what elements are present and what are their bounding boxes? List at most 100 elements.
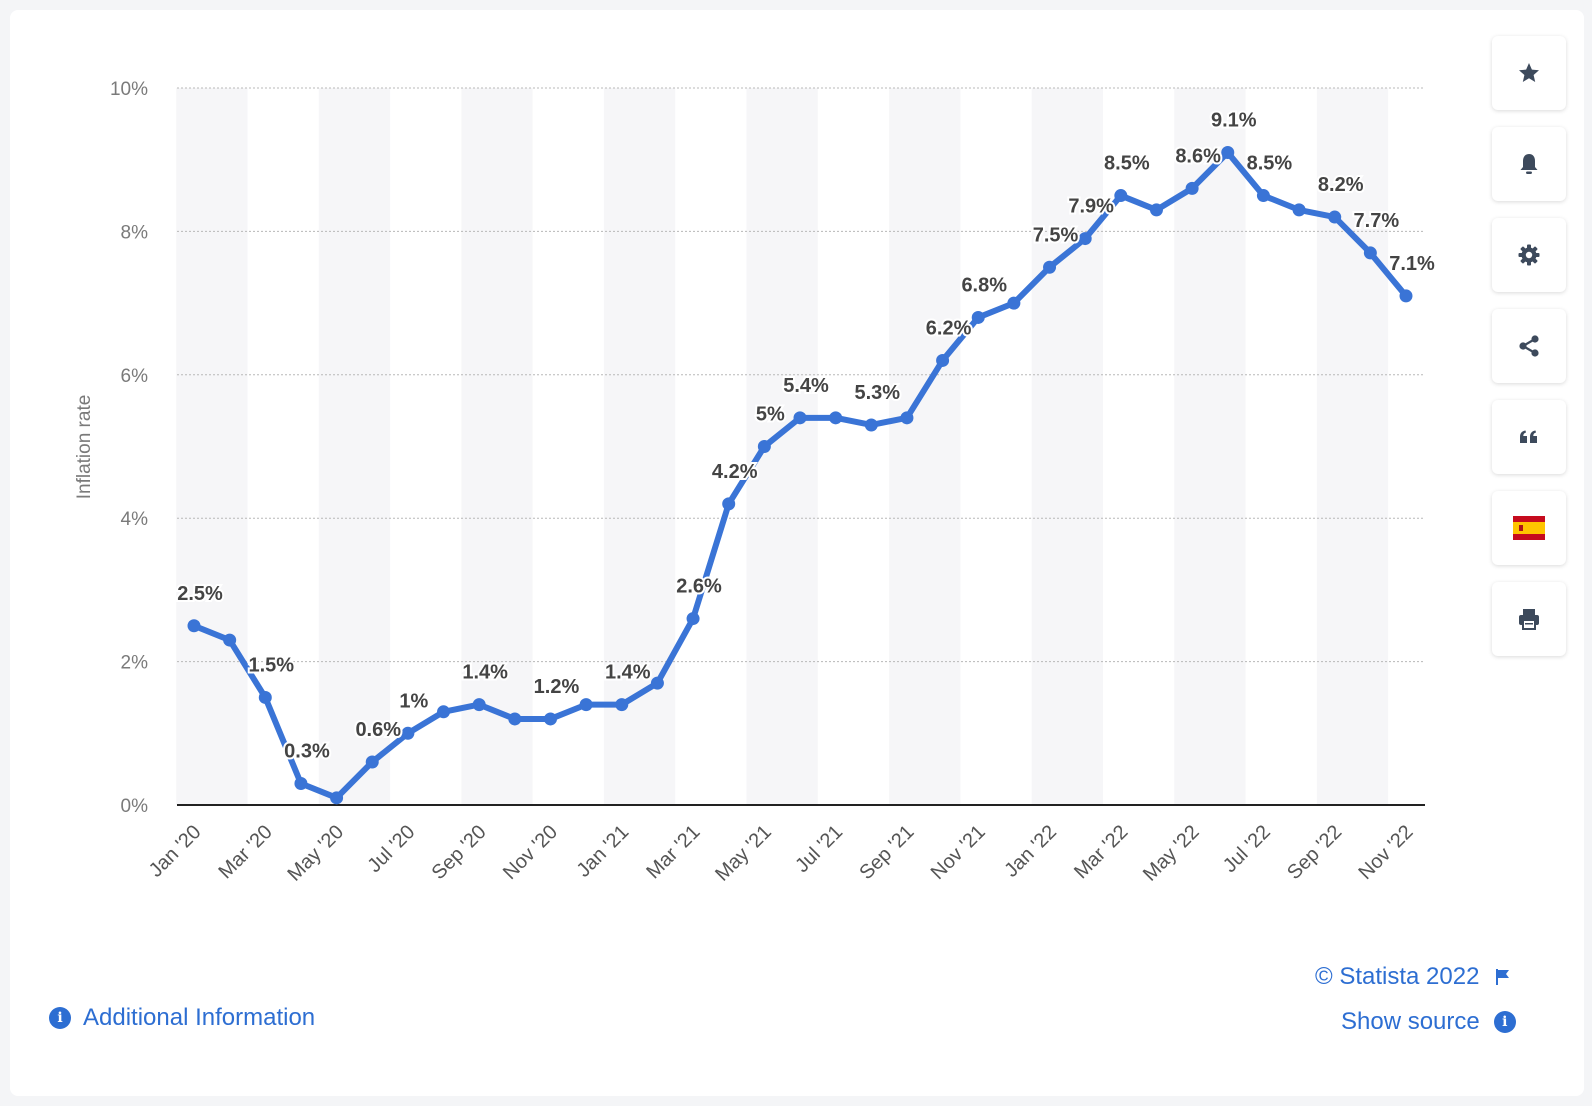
print-button[interactable] (1492, 582, 1566, 656)
data-point[interactable] (1221, 146, 1235, 160)
x-tick-label: Sep '20 (428, 821, 491, 884)
info-icon: i (49, 1007, 71, 1029)
data-point[interactable] (1149, 203, 1163, 217)
language-button[interactable] (1492, 491, 1566, 565)
column-band (176, 88, 248, 805)
x-tick-label: Mar '21 (642, 821, 704, 883)
data-label: 8.6% (1175, 145, 1221, 167)
data-point[interactable] (793, 411, 807, 425)
data-label: 8.2% (1318, 174, 1364, 196)
cite-button[interactable] (1492, 400, 1566, 474)
share-icon (1519, 335, 1539, 357)
data-point[interactable] (829, 411, 843, 425)
printer-icon (1519, 609, 1539, 630)
data-point[interactable] (472, 698, 486, 712)
data-point[interactable] (1043, 260, 1057, 274)
x-tick-label: May '21 (711, 821, 776, 886)
data-label: 1.4% (605, 662, 651, 684)
data-point[interactable] (543, 712, 557, 726)
data-point[interactable] (579, 698, 593, 712)
data-point[interactable] (757, 440, 771, 453)
data-label: 0.6% (355, 719, 401, 741)
bell-icon (1520, 154, 1538, 174)
data-point[interactable] (258, 690, 272, 704)
data-point[interactable] (330, 791, 344, 805)
data-point[interactable] (1007, 296, 1021, 310)
additional-information-text: Additional Information (83, 1004, 316, 1031)
column-band (1174, 88, 1246, 805)
spain-flag-icon (1513, 516, 1545, 540)
x-tick-label: Mar '22 (1070, 821, 1132, 883)
data-point[interactable] (936, 353, 950, 367)
x-tick-label: Jul '22 (1219, 821, 1275, 877)
data-label: 8.5% (1104, 153, 1150, 175)
data-point[interactable] (223, 633, 237, 647)
data-label: 5% (756, 404, 785, 426)
show-source-link[interactable]: Show source i (1341, 1008, 1516, 1036)
x-tick-label: May '20 (283, 821, 348, 886)
column-band (318, 88, 391, 805)
data-point[interactable] (864, 418, 878, 432)
data-label: 5.4% (783, 375, 829, 397)
x-tick-label: Jul '21 (791, 821, 847, 877)
data-label: 2.5% (177, 583, 223, 605)
data-point[interactable] (1399, 289, 1413, 303)
data-point[interactable] (615, 698, 629, 712)
column-band (1316, 88, 1389, 805)
column-band (461, 88, 533, 805)
sidebar (1492, 36, 1566, 673)
data-label: 1.5% (248, 654, 294, 676)
data-point[interactable] (1114, 189, 1128, 203)
x-tick-label: Jan '21 (573, 821, 634, 882)
column-bands (176, 88, 1389, 805)
x-axis-ticks: Jan '20 Mar '20 May '20 Jul '20 Sep '20 Nov '… (145, 821, 1418, 886)
notification-button[interactable] (1492, 127, 1566, 201)
gear-icon (1518, 244, 1540, 266)
data-point[interactable] (900, 411, 914, 425)
data-label: 2.6% (676, 576, 722, 598)
data-point[interactable] (722, 497, 736, 511)
quote-icon (1520, 430, 1537, 443)
data-point[interactable] (971, 310, 985, 324)
x-tick-label: Nov '22 (1354, 821, 1417, 884)
data-label: 1.2% (534, 676, 580, 698)
data-point[interactable] (650, 676, 664, 690)
share-button[interactable] (1492, 309, 1566, 383)
y-tick-label: 10% (110, 79, 148, 100)
data-point[interactable] (1256, 189, 1270, 203)
x-tick-label: Jul '20 (363, 821, 419, 877)
data-point[interactable] (1292, 203, 1306, 217)
data-point[interactable] (686, 612, 700, 626)
data-label: 7.7% (1354, 210, 1400, 232)
column-band (1031, 88, 1103, 805)
favorite-button[interactable] (1492, 36, 1566, 110)
data-label: 1.4% (462, 662, 508, 684)
data-point[interactable] (1185, 181, 1199, 195)
data-labels: 2.5% 1.5% 0.3% 0.6% 1% 1.4% 1.2% 1.4% 2.6% 4.2% 5%… (175, 108, 1437, 765)
column-band (603, 88, 676, 805)
data-point[interactable] (294, 776, 308, 790)
data-point[interactable] (1328, 210, 1342, 224)
data-point[interactable] (437, 705, 451, 719)
data-point[interactable] (1363, 246, 1377, 260)
chart-card: 0% 2% 4% 6% 8% 10% Jan '20 Mar '20 May '20 Jul '… (10, 10, 1584, 1096)
line-chart: 0% 2% 4% 6% 8% 10% Jan '20 Mar '20 May '20 Jul '… (74, 79, 1437, 886)
x-tick-label: May '22 (1139, 821, 1204, 886)
data-label: 5.3% (854, 382, 900, 404)
copyright-link[interactable]: © Statista 2022 (1315, 963, 1511, 991)
x-tick-label: Nov '21 (927, 821, 990, 884)
data-point[interactable] (187, 619, 201, 633)
data-point[interactable] (401, 726, 415, 740)
show-source-text: Show source (1341, 1008, 1480, 1035)
column-band (746, 88, 818, 805)
data-label: 0.3% (284, 740, 330, 762)
column-band (889, 88, 961, 805)
data-label: 7.5% (1033, 224, 1079, 246)
additional-information-link[interactable]: i Additional Information (49, 1004, 315, 1032)
data-point[interactable] (1078, 232, 1092, 246)
data-point[interactable] (365, 755, 379, 769)
data-point[interactable] (508, 712, 522, 726)
star-icon (1519, 63, 1539, 82)
data-label: 9.1% (1211, 110, 1257, 132)
settings-button[interactable] (1492, 218, 1566, 292)
